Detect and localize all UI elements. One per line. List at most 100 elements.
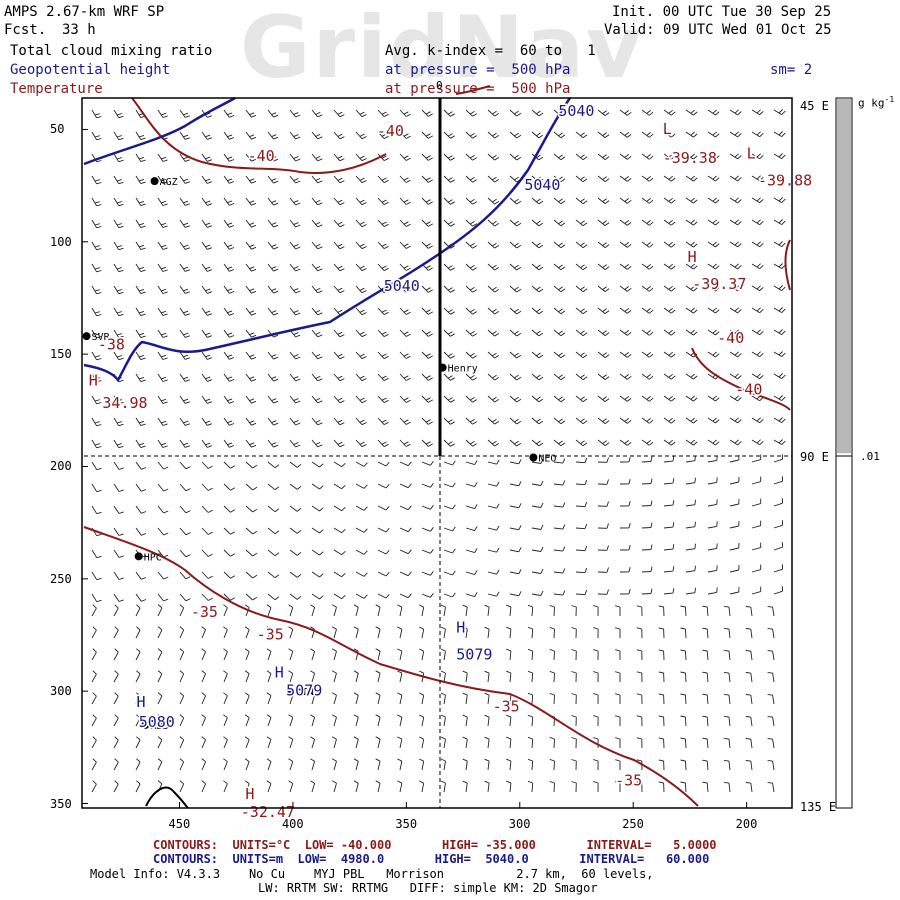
wind-barb [397, 736, 403, 749]
wind-barb [245, 439, 257, 448]
wind-barb [113, 439, 124, 449]
wind-barb [773, 241, 786, 247]
wind-barb [685, 241, 698, 248]
wind-barb [266, 714, 272, 727]
wind-barb [465, 197, 478, 205]
wind-barb [157, 175, 168, 184]
temperature-contour-label: -39.88 [758, 172, 812, 190]
temperature-contour-label: -40 [248, 147, 275, 165]
wind-barb [331, 626, 337, 639]
wind-barb [113, 461, 124, 470]
y-tick-label: 150 [50, 347, 72, 362]
wind-barb [135, 153, 146, 163]
wind-barb [113, 109, 124, 119]
wind-barb [484, 648, 490, 661]
wind-barb [773, 109, 786, 115]
wind-barb [465, 131, 478, 139]
wind-barb [729, 131, 742, 138]
wind-barb [267, 285, 279, 294]
wind-barb [245, 351, 257, 360]
wind-barb [443, 329, 455, 337]
wind-barb [597, 263, 610, 270]
wind-barb [745, 738, 753, 749]
wind-barb [465, 570, 478, 576]
wind-barb [484, 626, 490, 639]
wind-barb [311, 483, 324, 490]
right-label-45e: 45 E [800, 99, 829, 113]
wind-barb [597, 131, 610, 138]
wind-barb [399, 197, 411, 205]
temperature-contour-label: H [688, 248, 697, 266]
wind-barb [377, 307, 389, 315]
wind-barb [443, 526, 456, 532]
wind-barb [553, 153, 566, 161]
wind-barb [223, 571, 236, 579]
wind-barb [663, 522, 675, 529]
wind-barb [619, 219, 632, 226]
wind-barb [333, 329, 345, 338]
wind-barb [353, 758, 359, 771]
wind-barb [751, 241, 764, 248]
wind-barb [399, 417, 411, 425]
wind-barb [575, 439, 588, 447]
wind-barb [135, 692, 141, 705]
wind-barb [179, 351, 190, 360]
wind-barb [663, 131, 676, 138]
wind-barb [135, 736, 141, 749]
wind-barb [421, 351, 433, 359]
wind-barb [421, 593, 434, 598]
wind-barb [465, 460, 478, 466]
wind-barb [157, 241, 168, 250]
wind-barb [377, 417, 389, 425]
wind-barb [91, 175, 102, 185]
wind-barb [421, 483, 434, 488]
wind-barb [641, 373, 654, 380]
wind-barb [549, 626, 555, 639]
wind-barb [135, 263, 146, 273]
wind-barb [179, 329, 190, 338]
wind-barb [375, 604, 381, 617]
wind-barb [531, 351, 544, 359]
wind-barb [663, 373, 676, 380]
avg-kindex: Avg. k-index = 60 to 1 [385, 43, 596, 59]
wind-barb [223, 714, 228, 727]
wind-barb [157, 351, 168, 360]
wind-barb [91, 505, 102, 515]
wind-barb [773, 131, 786, 137]
wind-barb [267, 549, 280, 557]
wind-barb [223, 131, 235, 140]
wind-barb [113, 549, 124, 558]
wind-barb [201, 197, 213, 206]
wind-barb [91, 593, 102, 603]
wind-barb [465, 219, 478, 227]
wind-barb [724, 649, 731, 661]
wind-barb [484, 604, 490, 617]
wind-barb [289, 593, 302, 600]
wind-barb [751, 109, 764, 116]
wind-barb [267, 175, 279, 184]
wind-barb [506, 648, 512, 661]
wind-barb [663, 456, 675, 463]
wind-barb [288, 780, 294, 793]
wind-barb [663, 588, 675, 595]
wind-barb [615, 649, 621, 660]
wind-barb [443, 131, 455, 139]
wind-barb [157, 263, 168, 272]
wind-barb [223, 604, 228, 617]
wind-barb [729, 241, 742, 248]
wind-barb [179, 648, 185, 661]
wind-barb [223, 736, 228, 749]
wind-barb [707, 521, 718, 529]
wind-barb [636, 737, 643, 749]
wind-barb [135, 780, 141, 793]
wind-barb [267, 351, 279, 360]
wind-barb [157, 197, 168, 206]
wind-barb [531, 458, 544, 464]
wind-barb [663, 307, 676, 314]
wind-barb [465, 439, 478, 447]
wind-barb [553, 417, 566, 425]
wind-barb [289, 483, 302, 490]
field-cloud-mixing: Total cloud mixing ratio [10, 43, 213, 59]
wind-barb [641, 500, 653, 507]
wind-barb [685, 587, 696, 595]
